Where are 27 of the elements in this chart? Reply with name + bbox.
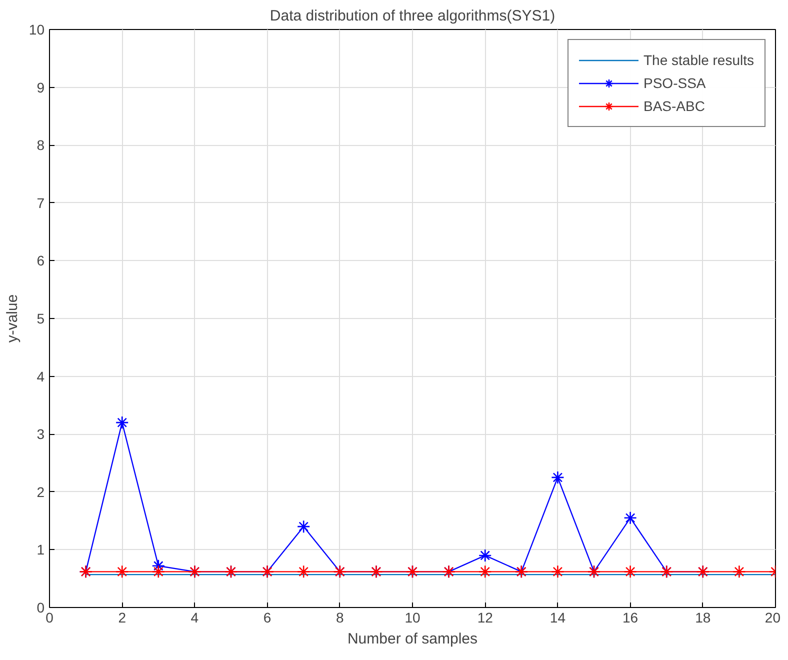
x-tick-label: 4 — [190, 610, 199, 626]
chart-title: Data distribution of three algorithms(SYS1) — [270, 8, 556, 24]
x-tick-label: 20 — [764, 610, 781, 626]
y-tick-label: 8 — [36, 137, 45, 154]
y-tick-label: 1 — [36, 542, 45, 558]
legend-label: BAS-ABC — [644, 98, 705, 114]
y-tick-label: 5 — [36, 310, 45, 326]
x-axis-title: Number of samples — [347, 630, 478, 648]
x-tick-label: 10 — [404, 610, 420, 626]
x-tick-label: 2 — [118, 610, 126, 626]
y-tick-label: 6 — [36, 252, 45, 269]
y-tick-label: 4 — [36, 368, 45, 384]
y-tick-label: 3 — [36, 426, 45, 442]
y-tick-label: 7 — [36, 194, 45, 211]
y-axis-title: y-value — [4, 294, 21, 343]
x-tick-label: 14 — [550, 610, 566, 626]
y-tick-label: 0 — [36, 600, 45, 616]
y-tick-label: 10 — [28, 22, 45, 38]
x-tick-label: 18 — [695, 610, 711, 626]
x-tick-label: 12 — [477, 610, 494, 626]
y-tick-label: 2 — [36, 484, 45, 500]
x-tick-label: 6 — [263, 610, 272, 626]
legend-label: PSO-SSA — [644, 75, 706, 91]
legend-label: The stable results — [644, 52, 754, 68]
x-tick-label: 16 — [622, 610, 638, 626]
y-tick-label: 9 — [36, 79, 45, 96]
x-tick-label: 8 — [336, 610, 344, 626]
